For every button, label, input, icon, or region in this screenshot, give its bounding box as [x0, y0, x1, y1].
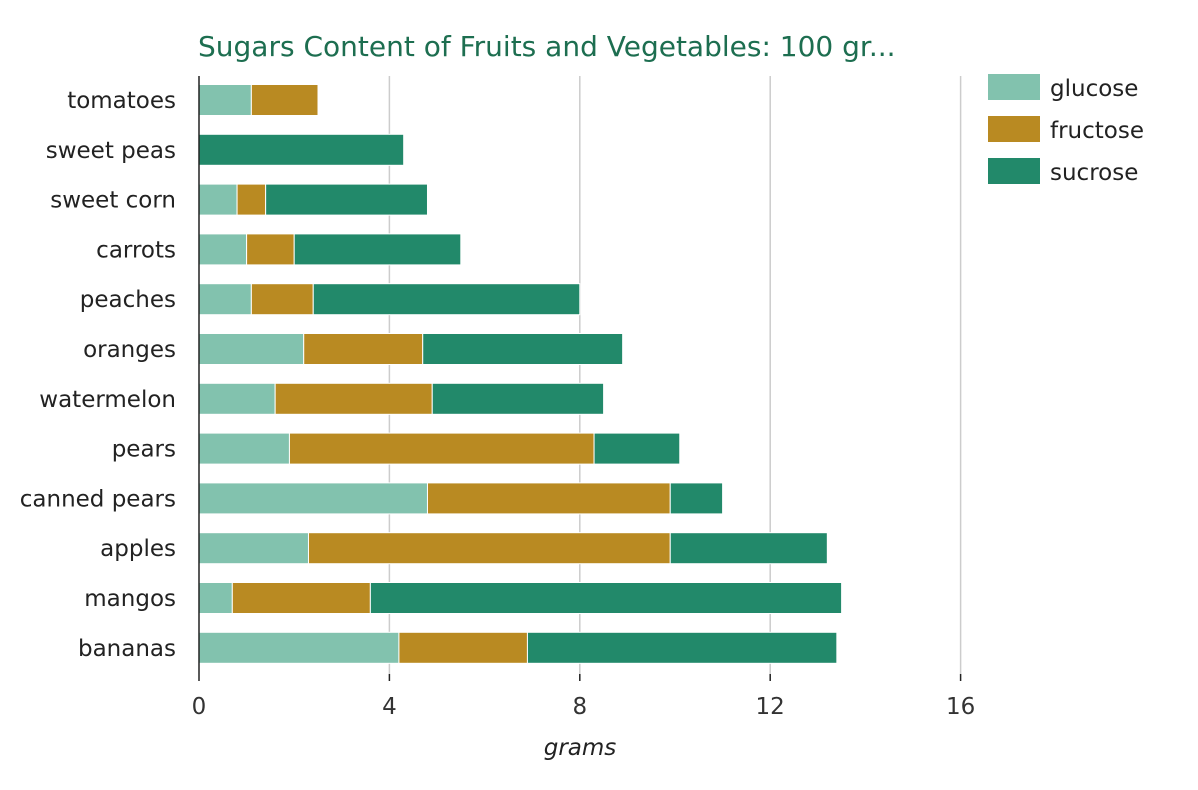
bar-fructose: [303, 333, 424, 365]
category-label: sweet corn: [50, 188, 176, 214]
bar-sucrose: [265, 183, 428, 216]
bar-fructose: [307, 532, 671, 565]
bar-glucose: [198, 432, 290, 465]
category-label: peaches: [80, 287, 176, 313]
category-labels: tomatoes sweet peas sweet corn carrots peach…: [20, 88, 176, 662]
legend: glucose fructose sucrose: [988, 74, 1144, 186]
bar-glucose: [198, 482, 428, 515]
bar-sucrose: [312, 283, 581, 316]
bar-sucrose: [293, 233, 462, 266]
bar-glucose: [198, 183, 238, 216]
legend-swatch-sucrose: [988, 158, 1040, 184]
legend-label-fructose: fructose: [1050, 118, 1144, 144]
bar-fructose: [250, 283, 314, 316]
bar-fructose: [288, 432, 595, 465]
x-tick-labels: 0 4 8 12 16: [192, 674, 975, 720]
bar-glucose: [198, 582, 233, 614]
bar-fructose: [231, 582, 371, 614]
bar-fructose: [398, 631, 528, 664]
bar-fructose: [274, 382, 433, 415]
bar-glucose: [198, 283, 252, 316]
bar-sucrose: [431, 382, 605, 415]
category-label: pears: [112, 437, 176, 463]
bar-sucrose: [422, 333, 624, 365]
category-label: oranges: [83, 337, 176, 363]
bar-fructose: [426, 482, 671, 515]
x-tick-label: 8: [572, 694, 587, 720]
grid-lines: [388, 76, 962, 674]
legend-swatch-fructose: [988, 116, 1040, 142]
bar-fructose: [236, 183, 267, 216]
bar-sucrose: [669, 482, 724, 515]
chart-title: Sugars Content of Fruits and Vegetables:…: [198, 30, 896, 63]
category-label: watermelon: [39, 387, 176, 413]
bar-sucrose: [669, 532, 828, 565]
category-label: apples: [100, 536, 176, 562]
legend-label-sucrose: sucrose: [1050, 160, 1138, 186]
bar-sucrose: [526, 631, 838, 664]
category-label: bananas: [78, 636, 176, 662]
bar-glucose: [198, 84, 252, 116]
category-label: canned pears: [20, 486, 176, 512]
bar-glucose: [198, 532, 309, 565]
category-label: sweet peas: [46, 138, 176, 164]
bar-glucose: [198, 333, 305, 365]
x-tick-label: 0: [192, 694, 207, 720]
bar-sucrose: [369, 582, 843, 614]
x-tick-label: 16: [946, 694, 975, 720]
bar-fructose: [246, 233, 295, 266]
legend-swatch-glucose: [988, 74, 1040, 100]
x-tick-label: 12: [756, 694, 785, 720]
bar-glucose: [198, 382, 276, 415]
x-axis-title: grams: [544, 735, 617, 761]
bar-sucrose: [593, 432, 681, 465]
category-label: carrots: [96, 237, 176, 263]
bar-glucose: [198, 631, 400, 664]
bars: [198, 84, 843, 664]
category-label: mangos: [84, 586, 176, 612]
bar-sucrose: [198, 133, 405, 166]
category-label: tomatoes: [67, 88, 176, 114]
bar-glucose: [198, 233, 248, 266]
bar-fructose: [250, 84, 319, 116]
x-tick-label: 4: [382, 694, 397, 720]
legend-label-glucose: glucose: [1050, 76, 1138, 102]
